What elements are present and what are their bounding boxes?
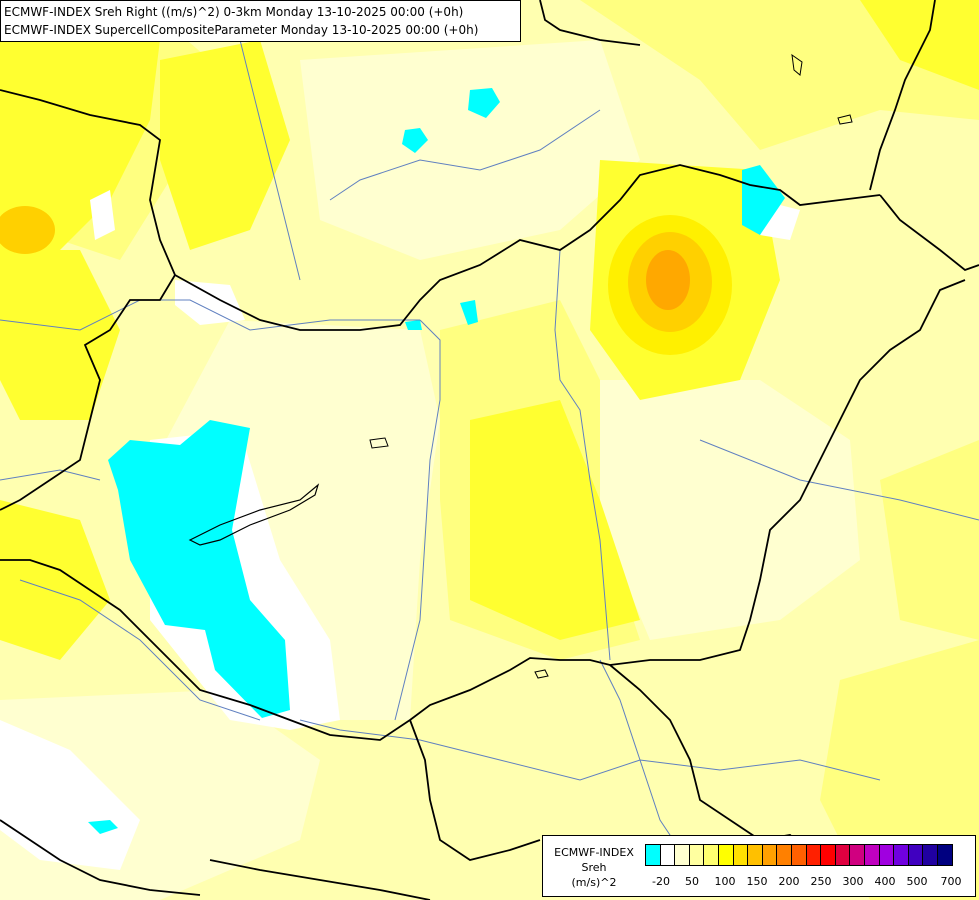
color-legend: ECMWF-INDEX Sreh (m/s)^2 -20 50 100 150 200 2… — [542, 835, 976, 897]
field-mid-top-right — [860, 0, 979, 90]
legend-swatch — [777, 845, 792, 865]
legend-swatch — [689, 845, 705, 865]
legend-tick-label: 50 — [685, 875, 699, 888]
legend-swatch — [660, 845, 676, 865]
field-cyan-southwest — [88, 820, 118, 834]
border-croatia-serbia — [409, 719, 541, 861]
field-cyan-north-2 — [402, 128, 428, 153]
river-north — [329, 109, 601, 201]
legend-tick-label: 300 — [842, 875, 864, 888]
legend-swatch — [718, 845, 734, 865]
legend-tick-label: 200 — [778, 875, 800, 888]
field-white-north-hungary — [175, 280, 245, 325]
legend-swatch — [762, 845, 778, 865]
map-title-line2: ECMWF-INDEX SupercellCompositeParameter … — [4, 23, 479, 37]
legend-swatch — [791, 845, 807, 865]
river-danube-lower — [394, 319, 441, 721]
legend-tick-label: 100 — [714, 875, 736, 888]
legend-swatch — [821, 845, 836, 865]
river-morava — [239, 39, 301, 281]
legend-swatch — [937, 845, 953, 865]
legend-swatches — [645, 844, 954, 866]
legend-swatch — [879, 845, 895, 865]
legend-swatch — [748, 845, 763, 865]
legend-swatch — [806, 845, 822, 865]
field-white-southwest — [0, 720, 140, 870]
field-light-east — [880, 440, 979, 640]
legend-variable: Sreh — [581, 861, 607, 874]
legend-tick-label: 500 — [906, 875, 928, 888]
field-light-northeast — [580, 0, 979, 150]
field-cyan-balaton — [108, 420, 290, 718]
map-title-line1: ECMWF-INDEX Sreh Right ((m/s)^2) 0-3km M… — [4, 5, 464, 19]
legend-label: ECMWF-INDEX Sreh (m/s)^2 — [547, 845, 641, 890]
field-white-nw — [90, 190, 115, 240]
field-pale-north — [300, 40, 640, 260]
lake-velence — [369, 437, 389, 449]
legend-swatch — [646, 845, 661, 865]
legend-tick-label: 150 — [746, 875, 768, 888]
legend-swatch — [850, 845, 865, 865]
field-cyan-northeast — [742, 165, 785, 235]
river-danube-upper — [0, 299, 420, 331]
border-hungary-slovakia — [0, 89, 881, 331]
field-orange-hotspot — [646, 250, 690, 310]
lake-south — [534, 669, 549, 679]
lake-ne — [837, 114, 853, 125]
legend-ticks: -20 50 100 150 200 250 300 400 500 700 — [543, 875, 975, 889]
lake-north — [791, 53, 803, 76]
legend-unit: (m/s)^2 — [571, 876, 617, 889]
field-cyan-danube — [405, 320, 422, 330]
legend-swatch — [864, 845, 880, 865]
field-mid-central-south — [470, 400, 640, 640]
border-southwest — [0, 819, 201, 896]
rivers — [0, 39, 979, 881]
legend-tick-label: -20 — [652, 875, 670, 888]
lake-balaton — [188, 483, 320, 546]
legend-source: ECMWF-INDEX — [554, 846, 634, 859]
legend-swatch — [835, 845, 851, 865]
legend-tick-label: 400 — [874, 875, 896, 888]
field-cyan-center-north — [460, 300, 478, 325]
field-orange-west — [0, 206, 55, 254]
field-mid-northwest — [0, 0, 160, 260]
legend-swatch — [923, 845, 938, 865]
legend-swatch — [733, 845, 749, 865]
border-poland-ukraine — [869, 0, 936, 191]
legend-tick-label: 250 — [810, 875, 832, 888]
legend-swatch — [704, 845, 719, 865]
legend-tick-label: 700 — [940, 875, 962, 888]
field-mid-west — [0, 250, 120, 420]
field-mid-north — [160, 40, 290, 250]
legend-swatch — [894, 845, 909, 865]
river-tisza — [554, 249, 611, 661]
field-cyan-north-1 — [468, 88, 500, 118]
border-hungary-south — [0, 279, 966, 741]
river-drava — [19, 579, 261, 721]
river-east — [699, 439, 979, 521]
border-poland-slovakia — [539, 0, 641, 46]
border-ukraine — [879, 194, 979, 272]
legend-swatch — [675, 845, 690, 865]
river-west — [0, 469, 101, 481]
field-mid-southwest — [0, 500, 110, 660]
river-drava-sava — [299, 719, 881, 781]
map-title-box: ECMWF-INDEX Sreh Right ((m/s)^2) 0-3km M… — [0, 0, 521, 42]
border-austria-hungary — [0, 274, 176, 511]
legend-swatch — [908, 845, 924, 865]
border-bosnia — [209, 859, 431, 900]
field-pale-east — [540, 380, 860, 640]
